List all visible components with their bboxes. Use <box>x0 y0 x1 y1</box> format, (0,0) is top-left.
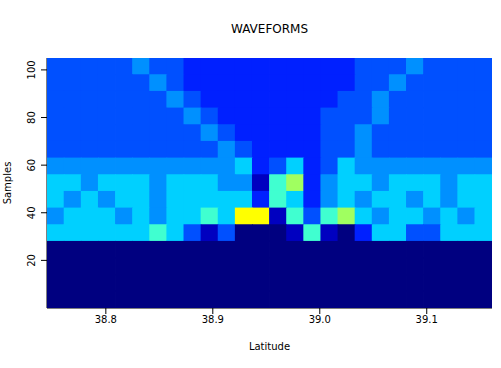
svg-text:40: 40 <box>26 206 37 219</box>
svg-text:20: 20 <box>26 254 37 267</box>
svg-text:38.9: 38.9 <box>202 314 224 325</box>
html-text:WAVEFORMS: WAVEFORMS <box>230 22 308 36</box>
svg-text:60: 60 <box>26 159 37 172</box>
svg-text:39.1: 39.1 <box>416 314 438 325</box>
svg-text:100: 100 <box>26 60 37 79</box>
svg-text:39.0: 39.0 <box>309 314 331 325</box>
svg-text:Samples: Samples <box>2 162 13 205</box>
svg-text:Latitude: Latitude <box>249 341 290 352</box>
svg-text:38.8: 38.8 <box>95 314 117 325</box>
svg-text:80: 80 <box>26 111 37 124</box>
